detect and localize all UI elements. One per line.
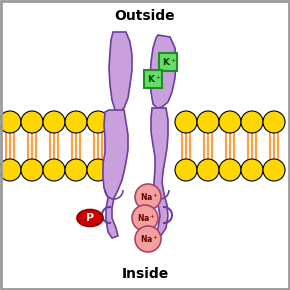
Circle shape xyxy=(263,159,285,181)
Circle shape xyxy=(175,111,197,133)
Circle shape xyxy=(21,159,43,181)
Circle shape xyxy=(197,111,219,133)
Circle shape xyxy=(65,159,87,181)
Polygon shape xyxy=(103,110,128,238)
Circle shape xyxy=(263,111,285,133)
Circle shape xyxy=(241,111,263,133)
FancyBboxPatch shape xyxy=(144,70,162,88)
Circle shape xyxy=(0,159,21,181)
Circle shape xyxy=(241,159,263,181)
Circle shape xyxy=(65,111,87,133)
Polygon shape xyxy=(151,108,168,238)
Text: Na$^+$: Na$^+$ xyxy=(140,191,158,203)
Circle shape xyxy=(87,111,109,133)
Circle shape xyxy=(21,111,43,133)
Circle shape xyxy=(87,159,109,181)
Text: K$^+$: K$^+$ xyxy=(162,56,176,68)
Text: Na$^+$: Na$^+$ xyxy=(137,212,155,224)
Polygon shape xyxy=(150,35,176,108)
FancyBboxPatch shape xyxy=(159,53,177,71)
Text: Inside: Inside xyxy=(122,267,168,281)
Circle shape xyxy=(219,159,241,181)
Circle shape xyxy=(43,159,65,181)
Circle shape xyxy=(175,159,197,181)
Circle shape xyxy=(0,111,21,133)
Circle shape xyxy=(43,111,65,133)
Text: Outside: Outside xyxy=(115,9,175,23)
Circle shape xyxy=(135,184,161,210)
Polygon shape xyxy=(109,32,132,112)
Text: Na$^+$: Na$^+$ xyxy=(140,233,158,245)
Ellipse shape xyxy=(77,209,103,226)
Circle shape xyxy=(135,226,161,252)
Circle shape xyxy=(219,111,241,133)
Circle shape xyxy=(197,159,219,181)
Circle shape xyxy=(132,205,158,231)
Text: K$^+$: K$^+$ xyxy=(146,73,162,85)
Text: P: P xyxy=(86,213,94,223)
